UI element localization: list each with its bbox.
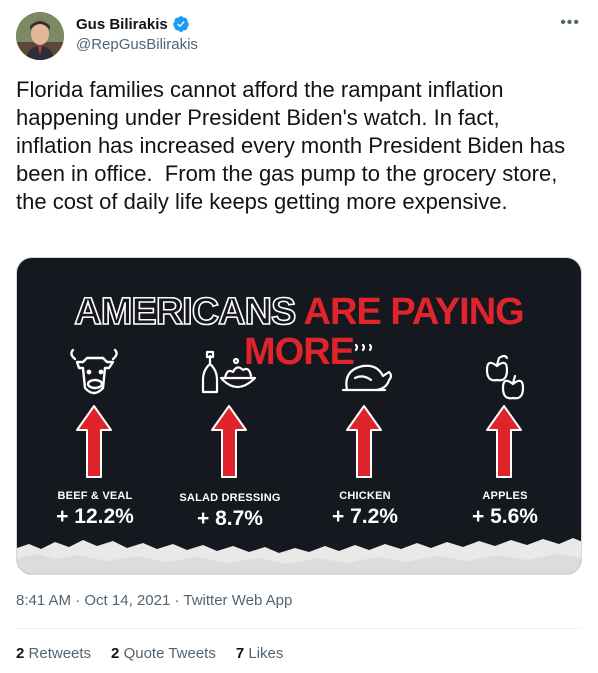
- arrow-chicken: [346, 405, 382, 478]
- author-handle[interactable]: @RepGusBilirakis: [76, 36, 198, 53]
- headline-part2: ARE PAYING MORE: [244, 291, 525, 373]
- item-value: + 5.6%: [472, 505, 538, 528]
- quotes-label: Quote Tweets: [123, 645, 216, 662]
- item-value: + 12.2%: [56, 505, 134, 528]
- item-label: BEEF & VEAL: [57, 490, 133, 502]
- author-name-row[interactable]: Gus Bilirakis: [76, 15, 190, 33]
- more-horizontal-icon[interactable]: •••: [560, 14, 580, 31]
- torn-paper-edge: [17, 538, 581, 574]
- tweet-meta: 8:41 AM · Oct 14, 2021 · Twitter Web App: [16, 592, 292, 609]
- headline-part1: AMERICANS: [73, 291, 297, 333]
- retweets-stat[interactable]: 2 Retweets: [16, 645, 91, 662]
- retweets-count: 2: [16, 645, 25, 662]
- divider: [16, 628, 582, 629]
- media-headline: AMERICANS ARE PAYING MORE: [17, 291, 581, 373]
- likes-stat[interactable]: 7 Likes: [236, 645, 284, 662]
- meta-separator: ·: [75, 592, 81, 609]
- arrow-salad: [211, 405, 247, 478]
- likes-count: 7: [235, 645, 245, 662]
- tweet-time[interactable]: 8:41 AM: [16, 592, 72, 609]
- tweet-stats: 2 Retweets 2 Quote Tweets 7 Likes: [16, 645, 283, 662]
- item-value: + 7.2%: [332, 505, 398, 528]
- avatar[interactable]: [16, 12, 64, 60]
- author-name[interactable]: Gus Bilirakis: [76, 15, 168, 33]
- item-value: + 8.7%: [197, 507, 263, 530]
- likes-label: Likes: [248, 645, 284, 662]
- quotes-count: 2: [111, 645, 120, 662]
- tweet-source[interactable]: Twitter Web App: [183, 592, 293, 609]
- item-label: SALAD DRESSING: [179, 492, 281, 504]
- arrows-group: [76, 405, 522, 478]
- retweets-label: Retweets: [28, 645, 92, 662]
- quote-tweets-stat[interactable]: 2 Quote Tweets: [111, 645, 216, 662]
- tweet-text: Florida families cannot afford the rampa…: [16, 77, 572, 214]
- tweet-media[interactable]: AMERICANS ARE PAYING MORE: [16, 257, 582, 575]
- avatar-image: [16, 12, 64, 60]
- item-label: CHICKEN: [339, 490, 391, 502]
- verified-badge-icon: [172, 16, 189, 32]
- arrow-apples: [486, 405, 522, 478]
- tweet-date[interactable]: Oct 14, 2021: [84, 592, 171, 609]
- arrow-beef: [76, 405, 112, 478]
- meta-separator: ·: [174, 592, 180, 609]
- item-label: APPLES: [482, 490, 528, 502]
